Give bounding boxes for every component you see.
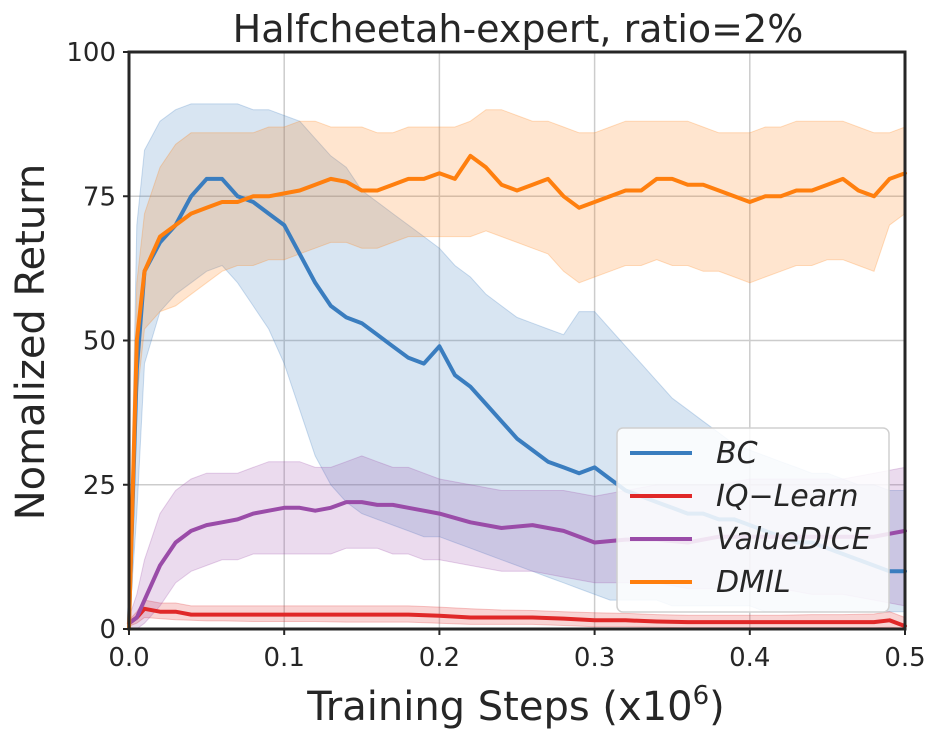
legend-label-iq-learn: IQ−Learn	[716, 479, 859, 514]
x-axis-ticks: 0.0 0.1 0.2 0.3 0.4 0.5	[108, 629, 926, 673]
y-tick-label: 0	[99, 615, 116, 645]
legend-label-bc: BC	[716, 436, 758, 471]
y-tick-label: 75	[83, 182, 116, 212]
legend-label-valuedice: ValueDICE	[716, 522, 871, 557]
iq-learn-line	[127, 606, 907, 629]
x-tick-label: 0.3	[574, 643, 615, 673]
x-tick-label: 0.0	[108, 643, 149, 673]
y-tick-label: 25	[83, 471, 116, 501]
y-tick-label: 50	[83, 327, 116, 357]
y-axis-ticks: 0 25 50 75 100	[66, 38, 129, 645]
legend-label-dmil: DMIL	[716, 565, 791, 600]
x-tick-label: 0.5	[884, 643, 925, 673]
dmil-line	[127, 153, 907, 631]
x-tick-label: 0.4	[729, 643, 770, 673]
chart-title: Halfcheetah-expert, ratio=2%	[233, 7, 804, 51]
legend-box	[616, 427, 890, 613]
x-tick-label: 0.1	[264, 643, 305, 673]
y-axis-label: Nomalized Return	[8, 164, 54, 521]
x-axis-label: Training Steps (x106)	[306, 681, 725, 730]
y-tick-label: 100	[66, 38, 116, 68]
x-tick-label: 0.2	[419, 643, 460, 673]
legend: BC IQ−Learn ValueDICE DMIL	[616, 427, 890, 613]
